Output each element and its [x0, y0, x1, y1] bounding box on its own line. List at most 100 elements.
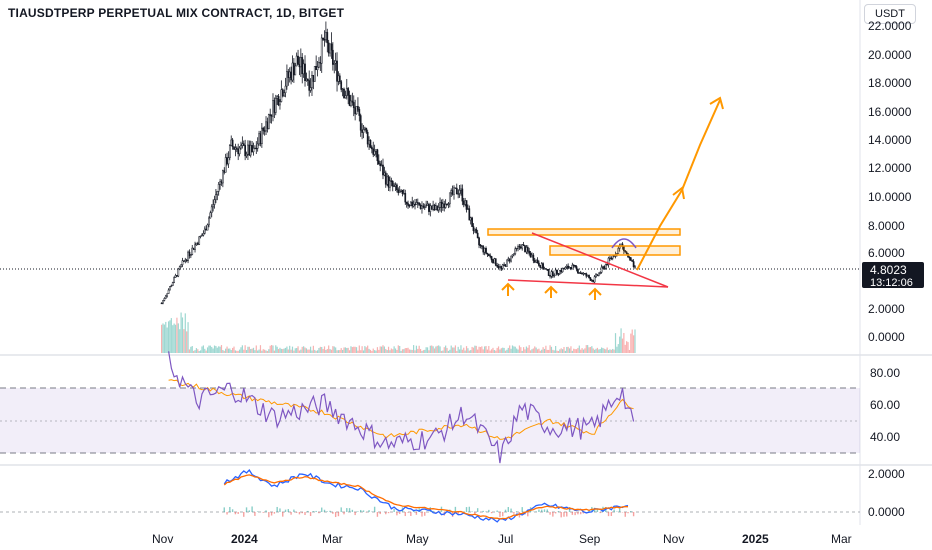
candle-body	[549, 275, 551, 277]
candle-body	[352, 102, 355, 109]
volume-bar	[333, 346, 335, 353]
volume-bar	[385, 348, 387, 353]
candle-body	[603, 266, 606, 269]
volume-bar	[328, 345, 330, 353]
candle-body	[341, 88, 344, 91]
macd-hist-bar	[499, 512, 501, 518]
volume-bar	[372, 348, 374, 353]
volume-bar	[403, 349, 405, 353]
candle-body	[206, 224, 209, 231]
candle-body	[167, 289, 170, 294]
volume-bar	[591, 346, 593, 353]
volume-bar	[438, 345, 440, 353]
macd-hist-bar	[574, 512, 576, 516]
volume-bar	[492, 347, 494, 353]
rsi-line	[168, 351, 635, 464]
volume-bar	[190, 346, 192, 353]
macd-hist-bar	[502, 512, 504, 517]
volume-bar	[378, 349, 380, 353]
volume-bar	[568, 348, 571, 353]
arrow-head[interactable]	[709, 96, 724, 110]
macd-hist-bar	[265, 510, 267, 512]
volume-bar	[616, 346, 618, 353]
volume-bar	[486, 349, 489, 353]
candle-body	[304, 63, 306, 82]
rsi-axis[interactable]: 80.00 60.00 40.00	[870, 366, 900, 444]
macd-hist-bar	[284, 509, 287, 512]
volume-bar	[308, 349, 310, 353]
volume-bar	[252, 347, 255, 353]
candle-body	[542, 263, 544, 270]
volume-bar	[226, 346, 228, 353]
currency-button[interactable]: USDT	[864, 4, 916, 24]
arrow-head[interactable]	[544, 285, 558, 294]
volume-bar	[179, 329, 181, 353]
macd-hist-bar	[515, 511, 518, 512]
volume-bar	[300, 349, 302, 353]
resistance-box-lower[interactable]	[549, 245, 681, 256]
price-axis[interactable]: 22.0000 20.0000 18.0000 16.0000 14.0000 …	[868, 19, 912, 344]
volume-bar	[335, 347, 337, 353]
arrow-head[interactable]	[588, 287, 602, 296]
candle-body	[447, 203, 450, 205]
macd-hist-bar	[321, 507, 323, 512]
candle-body	[220, 181, 223, 184]
resistance-box-upper[interactable]	[487, 228, 681, 236]
support-trendline[interactable]	[507, 279, 669, 288]
volume-bar	[514, 346, 516, 353]
arc-drawing[interactable]	[611, 238, 637, 249]
volume-bar	[347, 347, 349, 353]
candle-body	[416, 202, 419, 204]
volume-bar	[218, 346, 220, 353]
candle-body	[553, 274, 556, 277]
candle-body	[609, 257, 611, 260]
projection-arrow-1[interactable]	[636, 189, 683, 271]
arrow-head[interactable]	[501, 282, 515, 291]
drawings[interactable]	[487, 96, 724, 300]
descending-trendline[interactable]	[531, 232, 669, 288]
volume-bar	[234, 350, 237, 353]
volume-bar	[330, 349, 333, 353]
candle-body	[177, 268, 180, 277]
volume-bar	[248, 346, 250, 353]
candle-body	[313, 66, 316, 82]
candle-body	[589, 277, 592, 281]
volume-bar	[229, 348, 231, 353]
volume-bar	[258, 349, 260, 353]
macd-hist-bar	[396, 512, 398, 516]
macd-hist-bar	[454, 506, 457, 512]
volume-bar	[272, 345, 274, 353]
volume-bar	[213, 345, 216, 353]
volume-bar	[521, 350, 523, 353]
volume-bar	[548, 349, 550, 353]
volume-bar	[337, 350, 340, 353]
price-tick: 10.0000	[868, 190, 912, 204]
projection-arrow-2[interactable]	[681, 99, 721, 191]
candle-body	[389, 180, 391, 188]
candle-body	[327, 42, 330, 54]
time-tick: Mar	[831, 532, 852, 546]
macd-hist-bar	[362, 510, 365, 512]
candle-body	[379, 163, 382, 166]
volume-bar	[599, 349, 601, 353]
candle-body	[617, 248, 620, 254]
volume-bar	[255, 345, 257, 353]
price-badge-countdown: 13:12:06	[870, 277, 913, 289]
candle-body	[332, 49, 334, 65]
volume-bar	[489, 350, 491, 353]
volume-bar	[197, 349, 199, 353]
candle-body	[535, 259, 537, 263]
volume-bar	[183, 329, 185, 353]
macd-axis[interactable]: 2.0000 0.0000	[868, 467, 905, 519]
candle-body	[440, 201, 443, 208]
volume-bar	[485, 346, 487, 353]
time-axis[interactable]: Nov 2024 Mar May Jul Sep Nov 2025 Mar	[152, 532, 852, 546]
candle-body	[556, 269, 558, 274]
up-arrows[interactable]	[501, 282, 602, 300]
signal-line	[223, 474, 628, 520]
macd-hist-bar	[343, 512, 345, 515]
volume-bar	[297, 346, 299, 353]
volume-bar	[536, 349, 539, 353]
candle-body	[291, 62, 294, 81]
